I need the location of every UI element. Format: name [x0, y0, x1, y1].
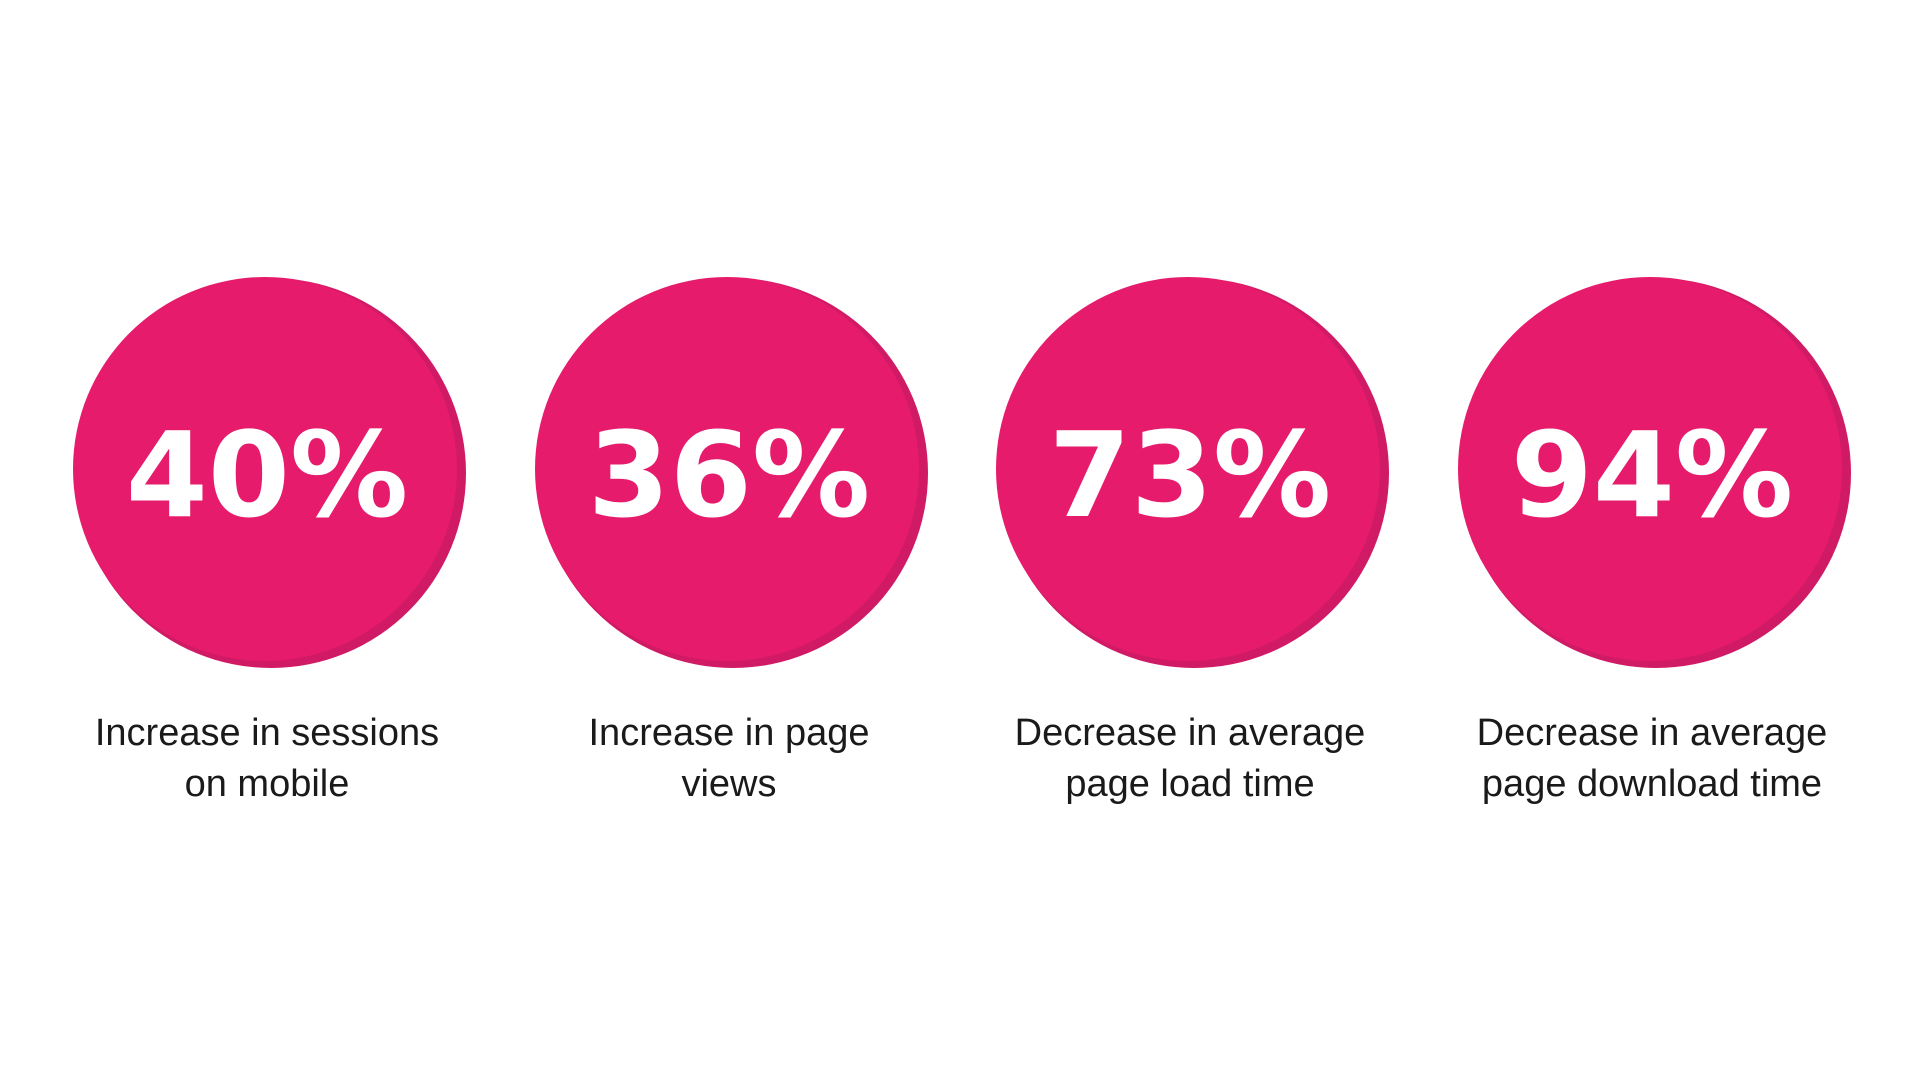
- stat-card: 94% Decrease in average page download time: [1458, 277, 1851, 805]
- stat-card: 40% Increase in sessions on mobile: [73, 277, 466, 805]
- stat-circle: [73, 277, 457, 661]
- stat-label: views: [681, 763, 776, 805]
- stat-label: on mobile: [185, 763, 350, 805]
- stat-label: Increase in sessions: [95, 712, 439, 754]
- stat-card: 73% Decrease in average page load time: [996, 277, 1389, 805]
- stat-value: 94%: [1511, 406, 1793, 544]
- stat-value: 40%: [126, 406, 408, 544]
- stat-circle: [1458, 277, 1842, 661]
- stat-value: 73%: [1049, 406, 1331, 544]
- stat-label: page load time: [1065, 763, 1314, 805]
- stat-label: Increase in page: [589, 712, 870, 754]
- stat-card: 36% Increase in page views: [535, 277, 928, 805]
- stat-label: Decrease in average: [1477, 712, 1828, 754]
- stat-circle: [535, 277, 919, 661]
- stat-label: page download time: [1482, 763, 1822, 805]
- stat-value: 36%: [588, 406, 870, 544]
- stat-circle: [996, 277, 1380, 661]
- stat-label: Decrease in average: [1015, 712, 1366, 754]
